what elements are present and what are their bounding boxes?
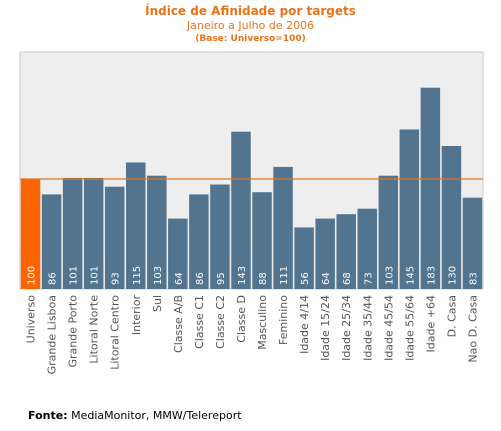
bar-value-label: 86	[195, 272, 206, 285]
bar-value-label: 83	[468, 272, 479, 285]
bar-value-label: 103	[153, 266, 164, 285]
bar	[252, 192, 272, 289]
source-text: MediaMonitor, MMW/Telereport	[71, 409, 242, 422]
category-label: Idade +64	[424, 295, 437, 352]
category-label: Classe C1	[193, 295, 206, 349]
category-label: Idade 25/34	[340, 295, 353, 361]
bar	[441, 146, 462, 289]
chart-subtitle: Janeiro a Julho de 2006	[186, 19, 315, 32]
category-label: Idade 35/44	[361, 295, 374, 361]
category-label: Sul	[151, 295, 164, 312]
category-label: Idade 15/24	[319, 295, 332, 361]
bar	[147, 175, 167, 289]
bar	[357, 208, 377, 289]
chart-title: Índice de Afinidade por targets	[145, 4, 356, 18]
category-label: Grande Lisboa	[46, 295, 59, 374]
bar	[189, 194, 209, 289]
bar-value-label: 130	[447, 266, 458, 285]
bar-value-label: 143	[237, 266, 248, 285]
category-label: Classe A/B	[172, 295, 185, 353]
bar	[420, 87, 441, 289]
category-label: Classe C2	[214, 295, 227, 349]
category-label: Classe D	[235, 295, 248, 343]
category-label: Idade 45/54	[382, 295, 395, 361]
bar-value-label: 56	[300, 272, 311, 285]
bar-value-label: 101	[90, 266, 101, 285]
category-label: D. Casa	[445, 295, 458, 337]
bar-value-label: 88	[258, 272, 269, 285]
category-label: Grande Porto	[67, 295, 80, 368]
category-label: Nao D. Casa	[466, 295, 479, 363]
bar	[168, 218, 188, 289]
bar-value-label: 64	[321, 272, 332, 285]
bar-value-label: 73	[363, 272, 374, 285]
bar	[83, 177, 104, 289]
bar	[126, 162, 146, 289]
bar	[315, 218, 335, 289]
bar-value-label: 145	[405, 266, 416, 285]
bar	[231, 131, 251, 289]
category-label: Idade 55/64	[403, 295, 416, 361]
bar	[378, 175, 399, 289]
category-label: Interior	[130, 295, 143, 336]
category-label: Masculino	[256, 295, 269, 350]
category-label: Litoral Centro	[109, 295, 122, 370]
bar-value-label: 111	[279, 266, 290, 285]
bar-value-label: 101	[69, 266, 80, 285]
bar	[41, 194, 62, 289]
bar-value-label: 95	[216, 272, 227, 285]
bar-value-label: 86	[48, 272, 59, 285]
bar	[104, 186, 125, 289]
bar-value-label: 103	[384, 266, 395, 285]
chart-note: (Base: Universo=100)	[195, 34, 306, 44]
source-label: Fonte:	[28, 409, 68, 422]
bar-value-label: 115	[132, 266, 143, 285]
category-label: Universo	[25, 295, 38, 344]
bar	[210, 184, 230, 289]
bar-value-label: 183	[426, 266, 437, 285]
bar	[20, 179, 41, 289]
bar	[462, 197, 483, 289]
bar-value-label: 93	[111, 272, 122, 285]
bar	[273, 166, 293, 289]
category-label: Idade 4/14	[298, 295, 311, 354]
category-label: Litoral Norte	[88, 295, 101, 364]
source-line: Fonte: MediaMonitor, MMW/Telereport	[28, 409, 242, 422]
bar	[336, 214, 356, 289]
bar-value-label: 100	[27, 266, 38, 285]
category-label: Feminino	[277, 295, 290, 345]
bar-value-label: 68	[342, 272, 353, 285]
bar	[294, 227, 314, 289]
bar	[62, 177, 83, 289]
bar	[399, 129, 420, 289]
chart-titles: Índice de Afinidade por targets Janeiro …	[0, 4, 501, 45]
bar-value-label: 64	[174, 272, 185, 285]
